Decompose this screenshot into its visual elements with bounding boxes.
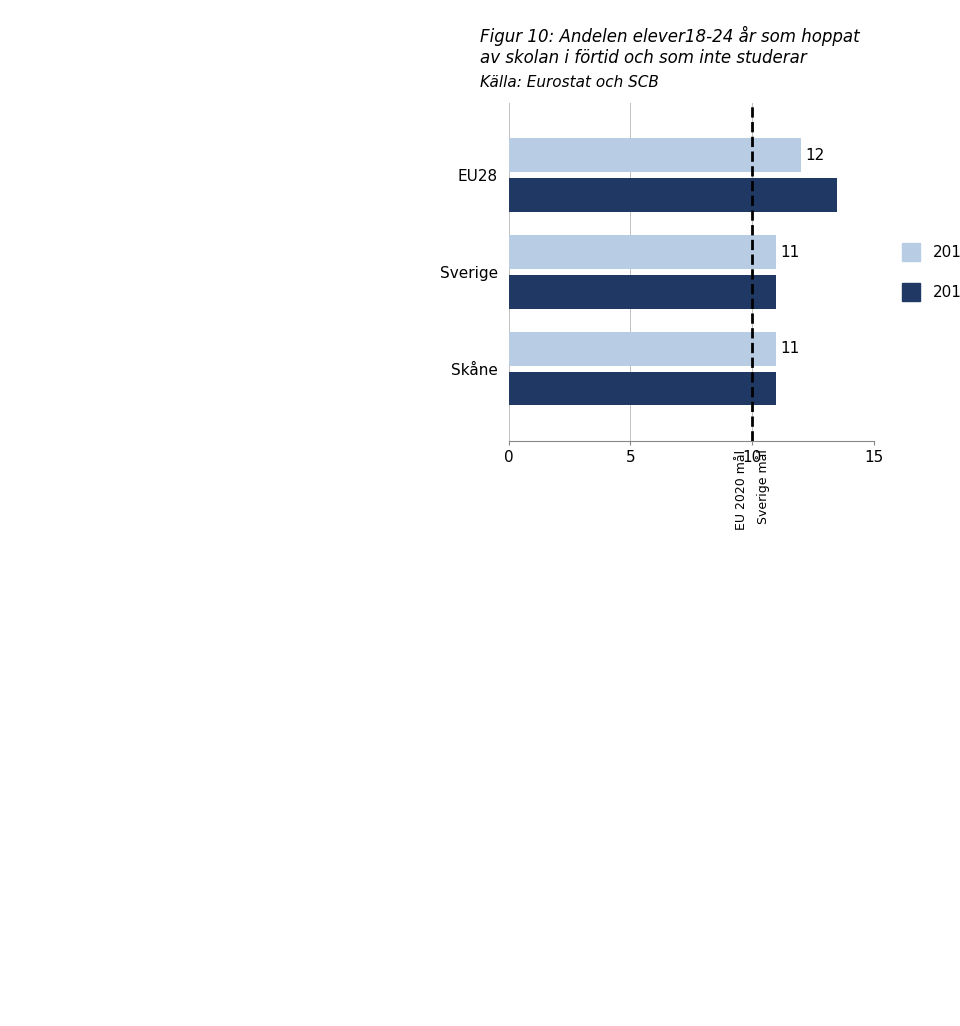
Bar: [509, 371, 777, 405]
Text: Figur 10: Andelen elever18-24 år som hoppat: Figur 10: Andelen elever18-24 år som hop…: [480, 26, 859, 46]
Text: 12: 12: [805, 148, 825, 163]
Legend: 2013, 2010: 2013, 2010: [896, 236, 960, 308]
Text: Källa: Eurostat och SCB: Källa: Eurostat och SCB: [480, 75, 659, 90]
Bar: [509, 179, 837, 212]
Bar: [509, 235, 777, 269]
Text: 11: 11: [780, 342, 800, 356]
Text: EU 2020 mål: EU 2020 mål: [735, 449, 748, 529]
Text: av skolan i förtid och som inte studerar: av skolan i förtid och som inte studerar: [480, 49, 806, 68]
Bar: [509, 331, 777, 365]
Text: 11: 11: [780, 244, 800, 260]
Text: Sverige mål: Sverige mål: [756, 449, 770, 524]
Bar: [509, 139, 801, 172]
Bar: [509, 275, 777, 309]
